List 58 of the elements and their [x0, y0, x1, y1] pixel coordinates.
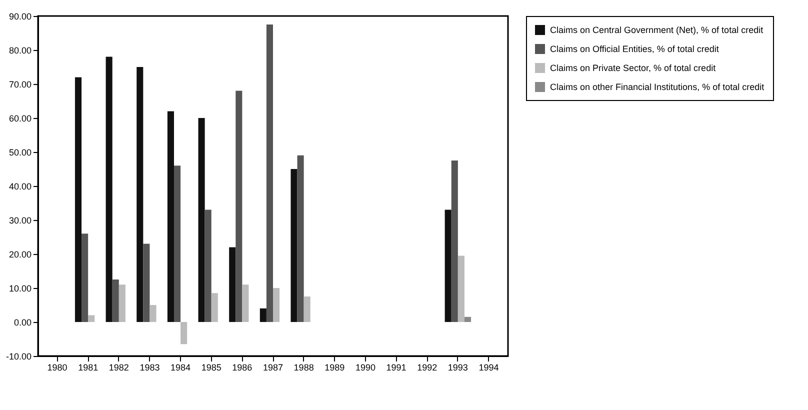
bar — [150, 305, 156, 322]
x-tick-label: 1981 — [78, 362, 98, 372]
bar — [82, 234, 88, 322]
bar — [106, 56, 112, 322]
x-tick-label: 1980 — [47, 362, 68, 372]
bar — [112, 280, 119, 322]
x-tick-label: 1989 — [324, 362, 345, 372]
bar — [136, 67, 144, 322]
bar — [304, 296, 310, 322]
y-tick-label: -10.00 — [6, 352, 32, 362]
x-tick-label: 1985 — [201, 362, 222, 372]
legend-label: Claims on Central Government (Net), % of total credit — [550, 25, 764, 35]
bar — [180, 322, 188, 344]
bar — [236, 90, 242, 322]
bar — [458, 256, 464, 322]
bar — [451, 160, 458, 322]
y-tick-label: 20.00 — [8, 250, 32, 260]
y-tick-label: 30.00 — [8, 216, 32, 226]
bar — [143, 244, 150, 322]
bar — [174, 166, 181, 322]
x-tick-label: 1982 — [108, 362, 129, 372]
bar — [167, 111, 174, 322]
y-tick-label: 40.00 — [8, 182, 32, 192]
bar — [242, 284, 249, 322]
x-tick-label: 1984 — [170, 362, 191, 372]
bar — [464, 316, 472, 322]
legend-label: Claims on Official Entities, % of total credit — [550, 44, 720, 54]
legend-label: Claims on other Financial Institutions, % of total credit — [550, 82, 765, 92]
bar — [444, 210, 452, 322]
bar — [88, 315, 95, 322]
bar — [229, 247, 236, 322]
x-tick-label: 1990 — [355, 362, 376, 372]
bar — [290, 169, 298, 322]
x-tick-label: 1986 — [232, 362, 252, 372]
x-tick-label: 1993 — [448, 362, 468, 372]
legend-label: Claims on Private Sector, % of total credit — [550, 63, 716, 73]
y-tick-label: 50.00 — [8, 148, 32, 158]
x-tick-label: 1992 — [417, 362, 438, 372]
y-tick-label: 90.00 — [8, 12, 32, 22]
x-tick-label: 1994 — [478, 362, 499, 372]
x-tick-label: 1988 — [294, 362, 314, 372]
bar — [266, 24, 273, 322]
y-tick-label: 60.00 — [8, 114, 32, 124]
bar — [260, 308, 266, 322]
bar — [118, 284, 126, 322]
bar — [204, 210, 212, 322]
bar — [297, 155, 304, 322]
bar — [74, 77, 82, 322]
y-tick-label: 80.00 — [8, 46, 32, 56]
x-tick-label: 1991 — [386, 362, 406, 372]
bar — [273, 288, 280, 322]
bar — [198, 118, 205, 322]
y-tick-label: 10.00 — [8, 284, 32, 294]
bar — [211, 293, 218, 322]
x-tick-label: 1983 — [140, 362, 160, 372]
x-tick-label: 1987 — [262, 362, 284, 372]
y-tick-label: 0.00 — [14, 318, 32, 328]
y-tick-label: 70.00 — [8, 80, 32, 90]
